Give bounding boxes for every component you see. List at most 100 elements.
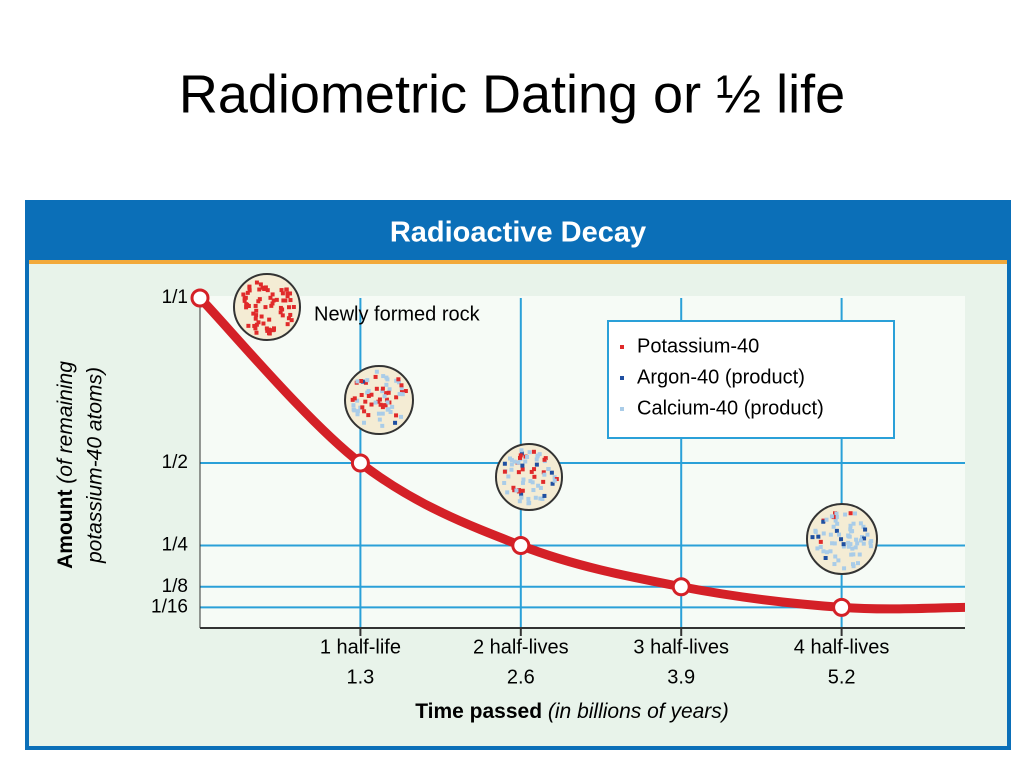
rock-dot [288,291,293,296]
rock-dot [267,317,272,322]
rock-dot [833,554,838,559]
data-point [671,577,691,597]
y-axis-note: (of remaining [54,361,77,484]
x-tick-name: 1 half-life [320,636,401,658]
rock-dot [380,389,385,394]
rock-dot [386,390,391,395]
rock-dot [848,511,853,516]
rock-dot [399,414,404,419]
rock-dot [519,495,524,500]
rock-dot [538,496,543,501]
rock-dot [821,531,826,536]
x-tick-label: 3.9 [667,666,695,688]
rock-dot [855,561,860,566]
rock-dot [377,397,382,402]
rock-dot [399,390,404,395]
rock-dot [841,544,846,549]
legend-swatch [620,407,624,411]
rock-dot [505,490,510,495]
rock-dot [241,292,246,297]
rock-dot [511,485,516,490]
annotation: Newly formed rock [314,303,481,325]
rock-dot [538,485,543,490]
rock-dot [839,537,844,542]
rock-dot [546,466,551,471]
rock-dot [394,378,399,383]
rock-dot [244,302,249,307]
y-axis-title: Amount [54,490,77,569]
rock-dot [521,477,526,482]
rock-dot [517,455,522,460]
rock-dot [384,382,389,387]
x-tick-label: 2.6 [507,666,535,688]
rock-dot [362,420,367,425]
rock-dot [843,512,848,517]
rock-dot [519,492,524,497]
rock-dot [541,470,546,475]
rock-dot [397,392,402,397]
rock-dot [285,294,290,299]
x-tick-label: 1.3 [346,666,374,688]
rock-dot [369,402,374,407]
y-tick-label: 1/1 [162,287,188,308]
rock-dot [358,405,363,410]
rock-dot [355,409,360,414]
rock-dot [818,544,823,549]
rock-dot [542,493,547,498]
rock-dot [269,303,274,308]
rock-dot [270,301,275,306]
rock-dot [512,459,517,464]
rock-dot [262,287,267,292]
rock-dot [264,326,269,331]
rock-dot [848,523,853,528]
rock-dot [824,550,829,555]
rock-dot [360,405,365,410]
rock-dot [846,534,851,539]
rock-dot [532,474,537,479]
rock-dot [254,280,259,285]
data-point [511,536,531,555]
rock-dot [352,396,357,401]
rock-dot [815,546,820,551]
rock-dot [254,322,259,327]
rock-dot [394,395,399,400]
rock-dot [502,469,507,474]
rock-dot [865,532,870,537]
rock-dot [552,478,557,483]
rock-dot [861,524,866,529]
rock-dot [850,529,855,534]
rock-dot [833,518,838,523]
rock-dot [400,392,405,397]
rock-illustration [806,503,878,575]
rock-dot [291,305,296,310]
rock-dot [246,323,251,328]
rock-dot [280,291,285,296]
rock-dot [271,298,276,303]
rock-dot [857,552,862,557]
rock-dot [853,545,858,550]
rock-dot [824,517,829,522]
rock-dot [859,535,864,540]
rock-dot [377,417,382,422]
legend-label: Argon-40 (product) [637,366,805,388]
rock-dot [530,480,535,485]
rock-dot [532,467,537,472]
rock-dot [834,528,839,533]
rock-dot [380,386,385,391]
rock-dot [828,532,833,537]
rock-dot [261,321,266,326]
rock-dot [374,386,379,391]
y-tick-label: 1/16 [151,596,188,617]
data-point [190,288,210,308]
rock-dot [858,538,863,543]
rock-dot [267,327,272,332]
x-tick-label: 5.2 [828,666,856,688]
rock-dot [378,402,383,407]
rock-dot [518,453,523,458]
rock-dot [858,521,863,526]
rock-dot [851,562,856,567]
rock-dot [366,389,371,394]
rock-dot [363,380,368,385]
rock-dot [362,409,367,414]
